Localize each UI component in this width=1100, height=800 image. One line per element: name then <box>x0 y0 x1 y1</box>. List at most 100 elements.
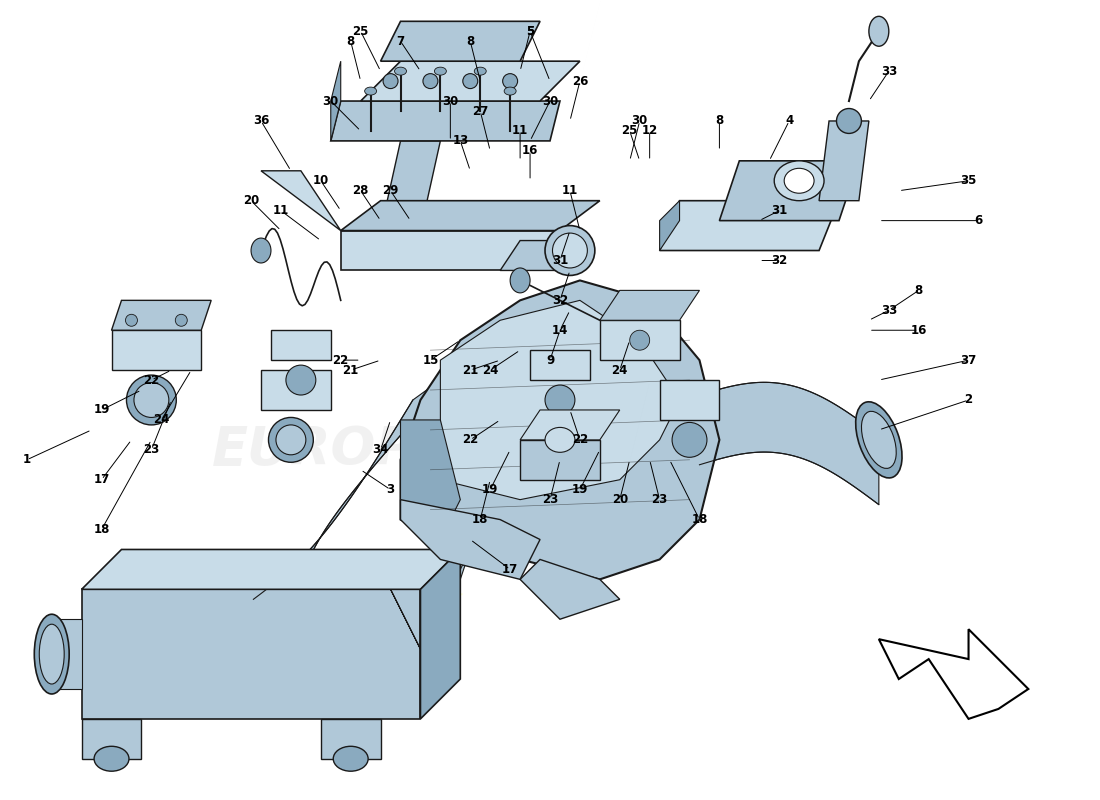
Ellipse shape <box>175 314 187 326</box>
Ellipse shape <box>672 422 707 458</box>
Polygon shape <box>381 141 440 230</box>
Text: 10: 10 <box>312 174 329 187</box>
Text: 34: 34 <box>373 443 388 456</box>
Polygon shape <box>52 619 81 689</box>
Polygon shape <box>111 300 211 330</box>
Polygon shape <box>361 61 580 101</box>
Text: 29: 29 <box>383 184 398 198</box>
Polygon shape <box>500 241 580 270</box>
Ellipse shape <box>126 375 176 425</box>
Ellipse shape <box>383 74 398 89</box>
Text: 23: 23 <box>542 493 558 506</box>
Polygon shape <box>331 101 560 141</box>
Text: 30: 30 <box>631 114 648 127</box>
Ellipse shape <box>629 330 650 350</box>
Text: 24: 24 <box>612 364 628 377</box>
Polygon shape <box>321 719 381 758</box>
Ellipse shape <box>784 168 814 194</box>
Polygon shape <box>261 370 331 410</box>
Polygon shape <box>719 161 859 221</box>
Ellipse shape <box>503 74 518 89</box>
Polygon shape <box>420 550 460 719</box>
Text: 28: 28 <box>352 184 368 198</box>
Text: 18: 18 <box>94 523 110 536</box>
Polygon shape <box>400 500 540 579</box>
Ellipse shape <box>861 411 896 469</box>
Polygon shape <box>400 281 719 579</box>
Text: 18: 18 <box>472 513 488 526</box>
Text: 8: 8 <box>466 34 474 48</box>
Ellipse shape <box>869 16 889 46</box>
Ellipse shape <box>251 238 271 263</box>
Text: 1: 1 <box>23 454 31 466</box>
Text: 14: 14 <box>552 324 569 337</box>
Ellipse shape <box>40 624 64 684</box>
Text: 30: 30 <box>442 94 459 107</box>
Text: 12: 12 <box>641 125 658 138</box>
Text: 37: 37 <box>960 354 977 366</box>
Polygon shape <box>253 360 468 599</box>
Ellipse shape <box>276 425 306 455</box>
Polygon shape <box>111 330 201 370</box>
Ellipse shape <box>836 109 861 134</box>
Text: 21: 21 <box>462 364 478 377</box>
Polygon shape <box>400 420 460 539</box>
Text: 35: 35 <box>960 174 977 187</box>
Text: 22: 22 <box>462 434 478 446</box>
Polygon shape <box>879 630 1028 719</box>
Ellipse shape <box>856 402 902 478</box>
Ellipse shape <box>422 74 438 89</box>
Polygon shape <box>600 320 680 360</box>
Text: 24: 24 <box>482 364 498 377</box>
Ellipse shape <box>134 382 168 418</box>
Text: 20: 20 <box>243 194 260 207</box>
Text: 31: 31 <box>771 204 788 217</box>
Polygon shape <box>341 201 600 230</box>
Text: 8: 8 <box>346 34 355 48</box>
Text: 2: 2 <box>965 394 972 406</box>
Text: 24: 24 <box>153 414 169 426</box>
Polygon shape <box>331 61 341 141</box>
Polygon shape <box>700 382 879 505</box>
Polygon shape <box>530 350 590 380</box>
Text: 9: 9 <box>546 354 554 366</box>
Ellipse shape <box>286 365 316 395</box>
Text: 5: 5 <box>526 25 535 38</box>
Polygon shape <box>600 290 700 320</box>
Text: 13: 13 <box>452 134 469 147</box>
Text: 3: 3 <box>386 483 395 496</box>
Ellipse shape <box>125 314 138 326</box>
Polygon shape <box>660 201 839 250</box>
Text: 22: 22 <box>143 374 160 386</box>
Text: 19: 19 <box>94 403 110 417</box>
Polygon shape <box>341 230 560 270</box>
Text: 6: 6 <box>975 214 982 227</box>
Ellipse shape <box>552 233 587 268</box>
Polygon shape <box>660 201 680 250</box>
Text: 5: 5 <box>526 25 535 38</box>
Text: 32: 32 <box>771 254 788 267</box>
Polygon shape <box>520 440 600 480</box>
Ellipse shape <box>95 746 129 771</box>
Ellipse shape <box>434 67 447 75</box>
Text: 21: 21 <box>342 364 359 377</box>
Text: 31: 31 <box>552 254 568 267</box>
Text: 22: 22 <box>572 434 588 446</box>
Polygon shape <box>381 550 471 669</box>
Text: 8: 8 <box>715 114 724 127</box>
Text: 23: 23 <box>651 493 668 506</box>
Text: 30: 30 <box>322 94 339 107</box>
Text: EUROPES: EUROPES <box>212 424 490 476</box>
Text: 11: 11 <box>273 204 289 217</box>
Ellipse shape <box>510 268 530 293</box>
Ellipse shape <box>504 87 516 95</box>
Text: 25: 25 <box>352 25 368 38</box>
Text: 4: 4 <box>785 114 793 127</box>
Polygon shape <box>820 121 869 201</box>
Polygon shape <box>660 380 719 420</box>
Text: 19: 19 <box>572 483 588 496</box>
Text: 20: 20 <box>612 493 628 506</box>
Ellipse shape <box>774 161 824 201</box>
Text: 18: 18 <box>691 513 707 526</box>
Polygon shape <box>271 330 331 360</box>
